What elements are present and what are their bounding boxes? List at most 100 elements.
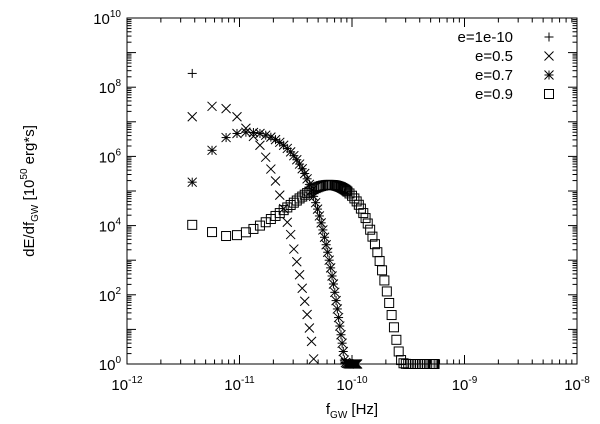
data-point [318, 225, 328, 235]
legend-label: e=1e-10 [458, 29, 513, 46]
data-point [297, 283, 308, 294]
data-point [299, 296, 310, 307]
legend-label: e=0.7 [475, 67, 513, 84]
data-point [374, 255, 385, 266]
data-point [291, 256, 302, 267]
y-tick-label: 102 [99, 286, 122, 305]
legend-marker [544, 70, 554, 80]
data-point [336, 329, 346, 340]
data-point [321, 239, 331, 250]
axis-labels: fGW [Hz] dE/dfGW [1050 erg*s] [19, 125, 378, 421]
data-point [337, 338, 347, 349]
y-tick-label: 1010 [93, 9, 121, 28]
data-point [207, 145, 217, 156]
data-point [360, 213, 371, 224]
data-point [386, 310, 397, 321]
data-point [254, 220, 265, 231]
x-axis-label: fGW [Hz] [326, 401, 378, 421]
data-point [384, 297, 395, 308]
data-point [274, 208, 285, 219]
data-point [187, 68, 197, 78]
x-tick-label: 10-9 [452, 375, 478, 394]
data-point [308, 354, 319, 364]
data-point [324, 255, 335, 266]
legend-label: e=0.5 [475, 48, 513, 65]
data-point [362, 218, 373, 229]
data-point [341, 185, 352, 196]
data-point [282, 217, 293, 228]
data-point [328, 279, 339, 289]
data-point [187, 111, 198, 122]
data-point [231, 230, 242, 241]
data-point [352, 359, 363, 369]
data-point [285, 229, 296, 240]
data-point [207, 101, 217, 112]
data-point [221, 103, 231, 114]
x-tick-label: 10-12 [111, 375, 143, 394]
data-point [232, 111, 242, 122]
data-point [429, 359, 440, 369]
data-point [338, 346, 349, 357]
data-point [322, 247, 333, 258]
data-point [314, 211, 325, 221]
data-point [266, 132, 276, 143]
data-point [248, 223, 259, 234]
legend-marker [544, 89, 554, 99]
data-point [297, 163, 308, 174]
data-point [327, 271, 337, 281]
data-point [274, 190, 285, 200]
data-point [381, 286, 392, 297]
data-point [310, 197, 321, 208]
data-point [331, 295, 341, 306]
data-point [319, 232, 330, 243]
data-point [306, 336, 317, 347]
x-tick-label: 10-11 [224, 375, 255, 394]
data-point [291, 195, 302, 206]
legend: e=1e-10 e=0.5 e=0.7 e=0.9 [458, 29, 554, 103]
data-point [377, 265, 388, 276]
series-plus [187, 68, 197, 78]
data-point [248, 127, 259, 138]
data-point [391, 334, 402, 345]
axes-layer: 10-12 10-11 10-10 10-9 10-8 100 102 104 106 108 10… [93, 9, 590, 394]
y-tick-label: 100 [99, 355, 122, 374]
data-point [329, 287, 340, 298]
y-axis-label: dE/dfGW [1050 erg*s] [19, 125, 41, 257]
data-point [288, 244, 299, 254]
legend-marker [544, 32, 554, 42]
data-point [294, 159, 305, 169]
data-point [302, 309, 312, 320]
data-point [255, 140, 265, 151]
data-point [207, 227, 218, 238]
data-point [314, 181, 325, 192]
data-point [221, 231, 232, 242]
data-point [187, 219, 198, 230]
data-point [367, 231, 378, 242]
data-point [187, 177, 198, 188]
data-point [240, 227, 251, 238]
data-point [316, 218, 327, 228]
data-point [332, 304, 343, 314]
data-point [312, 204, 323, 214]
data-point [334, 321, 345, 331]
x-tick-label: 10-8 [564, 375, 590, 394]
data-point [278, 205, 289, 216]
data-layer [187, 68, 440, 369]
data-point [270, 176, 281, 186]
y-tick-label: 108 [99, 78, 122, 97]
data-point [379, 275, 390, 286]
data-point [266, 164, 276, 174]
data-point [260, 152, 271, 163]
data-point [325, 263, 336, 273]
data-point [294, 193, 305, 204]
data-point [241, 127, 251, 138]
data-point [393, 346, 404, 357]
legend-label: e=0.9 [475, 86, 513, 103]
y-tick-label: 104 [99, 217, 122, 236]
data-point [294, 269, 305, 280]
series-star [187, 127, 363, 369]
series-square [187, 179, 440, 369]
data-point [388, 322, 399, 333]
y-tick-label: 106 [99, 147, 122, 166]
